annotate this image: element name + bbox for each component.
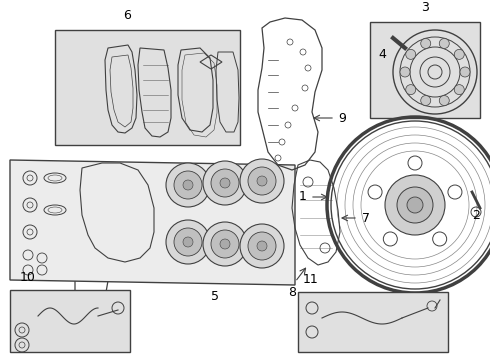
Circle shape [166, 220, 210, 264]
Circle shape [439, 39, 449, 49]
Text: 3: 3 [421, 1, 429, 14]
Bar [55, 30, 240, 145]
Circle shape [406, 85, 416, 95]
Circle shape [183, 180, 193, 190]
Circle shape [220, 178, 230, 188]
Circle shape [183, 237, 193, 247]
Text: 4: 4 [378, 49, 386, 62]
Polygon shape [10, 160, 295, 285]
Circle shape [439, 95, 449, 105]
Text: 2: 2 [472, 209, 480, 222]
Circle shape [407, 197, 423, 213]
Text: 9: 9 [338, 112, 346, 125]
Bar [370, 22, 480, 118]
Circle shape [203, 222, 247, 266]
Circle shape [240, 224, 284, 268]
Circle shape [421, 39, 431, 49]
Circle shape [454, 85, 464, 95]
Text: 5: 5 [211, 290, 219, 303]
Circle shape [248, 167, 276, 195]
Circle shape [454, 49, 464, 59]
Circle shape [174, 228, 202, 256]
Text: 1: 1 [299, 190, 307, 203]
Circle shape [211, 169, 239, 197]
Circle shape [240, 159, 284, 203]
Bar [10, 290, 130, 352]
Circle shape [400, 67, 410, 77]
Circle shape [257, 176, 267, 186]
Text: 7: 7 [362, 211, 370, 225]
Text: 11: 11 [303, 273, 319, 286]
Bar [298, 292, 448, 352]
Text: 6: 6 [123, 9, 131, 22]
Circle shape [220, 239, 230, 249]
Circle shape [385, 175, 445, 235]
Text: 10: 10 [20, 271, 36, 284]
Circle shape [406, 49, 416, 59]
Circle shape [460, 67, 470, 77]
Circle shape [211, 230, 239, 258]
Circle shape [397, 187, 433, 223]
Circle shape [174, 171, 202, 199]
Circle shape [257, 241, 267, 251]
Circle shape [248, 232, 276, 260]
Circle shape [203, 161, 247, 205]
Circle shape [421, 95, 431, 105]
Circle shape [166, 163, 210, 207]
Text: 8: 8 [288, 286, 296, 299]
